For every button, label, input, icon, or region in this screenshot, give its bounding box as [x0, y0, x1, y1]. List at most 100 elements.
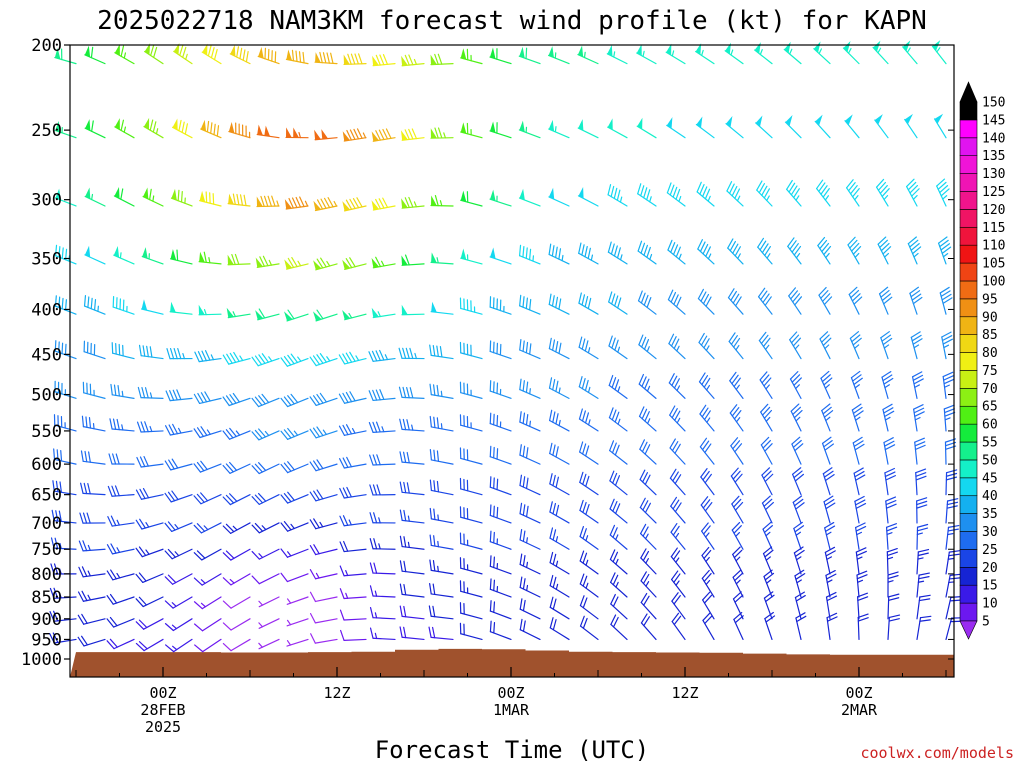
colorbar-label: 30 [982, 525, 998, 540]
wind-barb [886, 547, 898, 575]
wind-barb [312, 309, 338, 322]
wind-barb [819, 331, 832, 360]
wind-barb [698, 372, 715, 399]
wind-barb [757, 287, 773, 315]
y-tick-label: 800 [31, 565, 62, 585]
colorbar-label: 65 [982, 400, 998, 415]
wind-barb [459, 557, 483, 575]
colorbar-segment [959, 298, 978, 318]
wind-barb [548, 243, 570, 265]
wind-barb [172, 118, 193, 139]
wind-barb [429, 383, 454, 399]
wind-barb [519, 598, 541, 620]
colorbar-segment [959, 316, 978, 335]
wind-barb [761, 495, 774, 524]
wind-barb [762, 546, 774, 575]
wind-barb [339, 609, 367, 621]
wind-barb [489, 247, 512, 265]
wind-barb [79, 512, 106, 524]
wind-barb [429, 479, 454, 496]
wind-barb [755, 115, 773, 139]
wind-barb [855, 522, 867, 550]
wind-barb [489, 620, 512, 641]
colorbar-label: 95 [982, 292, 998, 307]
wind-barb [309, 489, 338, 502]
y-tick-label: 600 [31, 455, 62, 475]
wind-barb [340, 629, 367, 641]
wind-barb [193, 391, 222, 405]
wind-barb [549, 527, 570, 550]
wind-barb [790, 403, 803, 432]
colorbar-segment [959, 173, 978, 192]
colorbar-label: 90 [982, 310, 998, 325]
wind-barb [112, 295, 135, 315]
wind-barb [283, 309, 309, 322]
wind-barb [369, 585, 396, 598]
wind-barb [256, 124, 280, 139]
wind-barb [399, 481, 425, 496]
wind-barb [671, 570, 686, 598]
wind-barb [732, 546, 744, 575]
wind-barb [399, 418, 425, 432]
wind-barb [143, 117, 164, 139]
wind-barb [579, 526, 599, 550]
wind-barb [200, 119, 222, 139]
wind-barb [84, 187, 106, 207]
x-tick-label: 2MAR [841, 701, 878, 719]
wind-barb [939, 286, 953, 315]
wind-barb [607, 118, 628, 139]
wind-barb [77, 590, 106, 602]
wind-barb [667, 239, 686, 265]
colorbar-segment [959, 459, 978, 479]
colorbar-segment [959, 549, 978, 568]
wind-barb [945, 524, 960, 550]
wind-barb [880, 331, 893, 360]
wind-barb [579, 499, 599, 524]
wind-barb [731, 495, 744, 524]
wind-barb [309, 569, 338, 580]
wind-barb [795, 612, 807, 641]
wind-barb [913, 404, 925, 432]
wind-barb [579, 471, 599, 496]
wind-barb [400, 128, 425, 141]
wind-barb [368, 421, 396, 433]
wind-barb [639, 497, 657, 524]
wind-barb [518, 46, 541, 65]
wind-barb [885, 523, 898, 550]
wind-barb [882, 403, 895, 432]
wind-barb [369, 538, 396, 550]
wind-barb [666, 117, 686, 139]
wind-barb [201, 43, 222, 65]
wind-barb [80, 450, 106, 465]
wind-barb [945, 573, 962, 598]
wind-barb [193, 548, 222, 561]
wind-barb [429, 415, 454, 432]
wind-barb [54, 47, 77, 65]
wind-barb [193, 460, 222, 473]
x-tick-label: 2025 [145, 718, 181, 736]
wind-barb [518, 244, 541, 265]
wind-barb [198, 251, 222, 265]
wind-barb [702, 612, 715, 641]
colorbar-label: 25 [982, 543, 998, 558]
colorbar-segment [959, 155, 978, 174]
wind-barb [489, 47, 512, 65]
wind-barb [169, 249, 193, 265]
wind-barb [164, 521, 193, 532]
wind-barb [222, 522, 251, 534]
wind-barb [638, 373, 657, 399]
wind-barb [280, 521, 309, 532]
wind-barb [369, 512, 396, 524]
wind-barb [135, 546, 164, 558]
wind-barb [906, 178, 920, 207]
wind-barb [548, 377, 570, 399]
wind-barb [640, 548, 657, 575]
wind-barb [764, 611, 776, 641]
wind-barb [670, 496, 686, 524]
wind-barb [369, 454, 396, 466]
wind-barb [164, 458, 193, 471]
wind-barb [577, 186, 599, 207]
wind-barb [459, 381, 483, 399]
wind-barb [399, 626, 425, 641]
wind-barb [793, 546, 805, 575]
